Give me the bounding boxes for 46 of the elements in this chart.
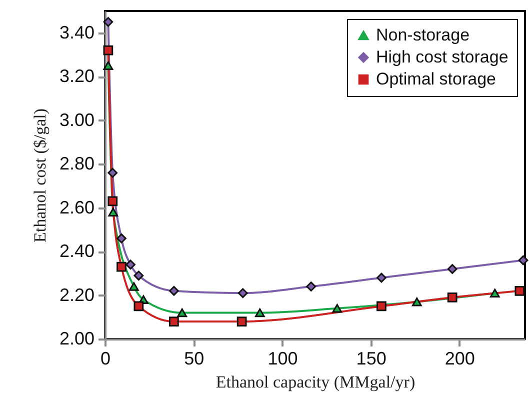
point: [236, 316, 247, 326]
point: [169, 316, 179, 326]
x-tick-label: 100: [268, 348, 298, 368]
y-axis-title: Ethanol cost ($/gal): [30, 108, 50, 243]
y-tick-label: 2.00: [59, 328, 94, 348]
y-tick-label: 3.20: [59, 66, 94, 86]
point: [518, 255, 528, 266]
point: [490, 288, 500, 298]
point: [103, 17, 114, 27]
point: [306, 282, 316, 292]
y-tick-label: 2.80: [59, 154, 94, 174]
x-tick-label: 0: [100, 348, 111, 368]
y-tick-label: 3.00: [59, 110, 94, 130]
point: [108, 196, 118, 206]
point: [447, 292, 458, 302]
point: [116, 233, 126, 244]
x-tick-label: 200: [444, 348, 475, 368]
point: [514, 286, 525, 296]
point: [376, 301, 386, 312]
legend-label: Non-storage: [376, 26, 470, 44]
point: [134, 270, 144, 281]
point: [332, 304, 342, 313]
legend-label: High cost storage: [376, 48, 508, 66]
point: [254, 308, 265, 318]
point: [376, 272, 386, 283]
x-tick-label: 150: [356, 348, 386, 368]
x-axis-title: Ethanol capacity (MMgal/yr): [216, 372, 416, 392]
point: [116, 262, 126, 272]
y-tick-label: 3.40: [59, 22, 94, 42]
point: [177, 308, 188, 318]
y-tick-label: 2.20: [59, 284, 94, 305]
point: [126, 260, 136, 270]
point: [108, 208, 118, 217]
y-tick-label: 2.40: [59, 241, 94, 262]
point: [108, 168, 118, 178]
x-tick-label: 50: [184, 348, 204, 368]
point: [412, 297, 422, 306]
point: [103, 45, 114, 56]
point: [134, 301, 144, 312]
y-tick-label: 2.60: [59, 197, 94, 218]
point: [128, 282, 139, 291]
point: [169, 286, 179, 296]
point: [103, 61, 114, 70]
point: [238, 288, 248, 298]
legend-label: Optimal storage: [376, 70, 496, 88]
point: [447, 264, 458, 274]
